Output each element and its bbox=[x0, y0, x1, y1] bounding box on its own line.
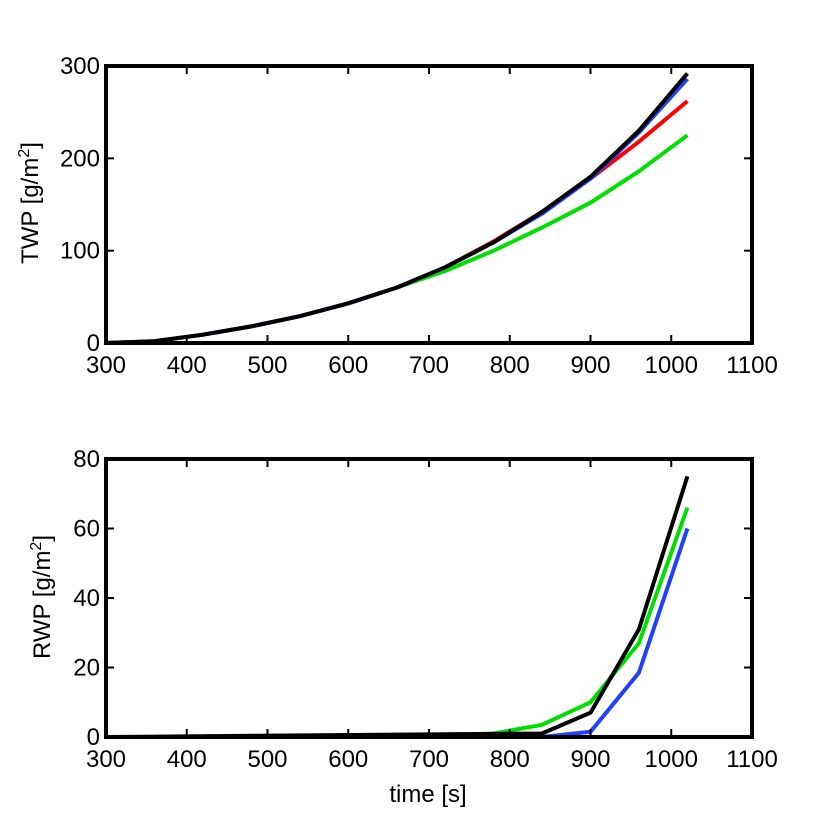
rwp-y-tick-label: 80 bbox=[73, 446, 100, 473]
rwp-x-tick-label: 800 bbox=[490, 746, 530, 773]
rwp-y-tick-label: 60 bbox=[73, 516, 100, 543]
rwp-x-tick-label: 500 bbox=[247, 746, 287, 773]
rwp-series-line-2 bbox=[105, 475, 690, 739]
twp-y-tick-label: 100 bbox=[60, 238, 100, 265]
twp-x-tick-label: 800 bbox=[490, 352, 530, 379]
rwp-plot-area: 300 400 500 600 700 800 900 1000 1100 0 20 40 60 80 bbox=[73, 446, 778, 773]
rwp-y-tick-label: 40 bbox=[73, 585, 100, 612]
rwp-x-tick-label: 1100 bbox=[726, 746, 778, 773]
twp-x-tick-label: 600 bbox=[328, 352, 368, 379]
twp-y-tick-label: 0 bbox=[87, 330, 100, 357]
twp-y-tick-label: 300 bbox=[60, 53, 100, 80]
twp-axes-box bbox=[104, 64, 754, 345]
twp-y-tick-label: 200 bbox=[60, 145, 100, 172]
twp-x-tick-label: 1100 bbox=[726, 352, 778, 379]
twp-series-line-1 bbox=[105, 99, 689, 345]
rwp-x-tick-label: 300 bbox=[86, 746, 126, 773]
rwp-y-tick-label: 0 bbox=[87, 724, 100, 751]
rwp-series-line-1 bbox=[106, 527, 690, 739]
rwp-series-line-0 bbox=[106, 506, 690, 739]
twp-x-tick-label: 300 bbox=[86, 352, 126, 379]
twp-x-tick-label: 400 bbox=[167, 352, 207, 379]
twp-x-tick-label: 900 bbox=[570, 352, 610, 379]
x-axis-label: time [s] bbox=[389, 781, 466, 808]
rwp-x-tick-label: 600 bbox=[328, 746, 368, 773]
rwp-panel: 300 400 500 600 700 800 900 1000 1100 0 20 40 60 80 R… bbox=[28, 446, 778, 808]
twp-panel: 300 400 500 600 700 800 900 1000 1100 0 100 200300 … bbox=[16, 53, 778, 379]
twp-x-tick-label: 700 bbox=[409, 352, 449, 379]
rwp-x-tick-label: 1000 bbox=[645, 746, 698, 773]
twp-series-line-2 bbox=[105, 77, 689, 345]
rwp-x-tick-label: 900 bbox=[570, 746, 610, 773]
twp-x-tick-label: 1000 bbox=[645, 352, 698, 379]
rwp-x-tick-label: 400 bbox=[167, 746, 207, 773]
rwp-y-tick-label: 20 bbox=[73, 655, 100, 682]
twp-series-line-3 bbox=[105, 72, 689, 345]
rwp-y-axis-label: RWP [g/m2] bbox=[28, 535, 56, 659]
twp-y-axis-label: TWP [g/m2] bbox=[16, 142, 44, 264]
twp-x-tick-label: 500 bbox=[247, 352, 287, 379]
rwp-x-tick-label: 700 bbox=[409, 746, 449, 773]
twp-plot-area: 300 400 500 600 700 800 900 1000 1100 0 100 200 300 bbox=[60, 53, 778, 379]
